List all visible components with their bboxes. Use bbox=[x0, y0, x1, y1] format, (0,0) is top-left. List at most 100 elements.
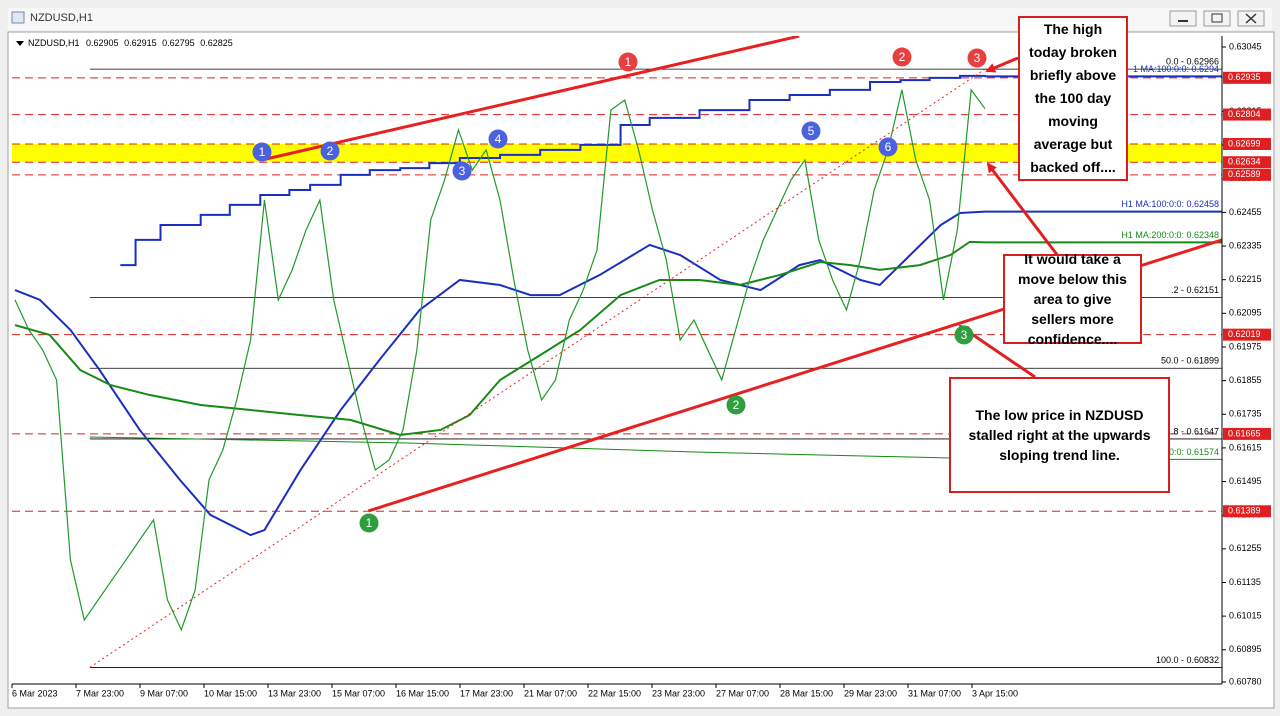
price-level-label: 0.62935 bbox=[1228, 72, 1261, 82]
y-tick-label: 0.62335 bbox=[1229, 240, 1262, 250]
price-level-label: 0.62804 bbox=[1228, 109, 1261, 119]
x-tick-label: 7 Mar 23:00 bbox=[76, 688, 124, 698]
x-tick-label: 10 Mar 15:00 bbox=[204, 688, 257, 698]
price-level-tag bbox=[1223, 71, 1271, 84]
y-tick-label: 0.61495 bbox=[1229, 476, 1262, 486]
window-icon bbox=[11, 11, 25, 24]
y-tick-label: 0.61015 bbox=[1229, 610, 1262, 620]
wave-marker bbox=[967, 48, 987, 68]
fib-label: .2 - 0.62151 bbox=[1171, 285, 1219, 295]
indicator-label: 0:0: 0.61574 bbox=[1169, 447, 1219, 457]
wave-marker-label: 2 bbox=[733, 398, 740, 412]
symbol-info: NZDUSD,H1 0.62905 0.62915 0.62795 0.6282… bbox=[28, 38, 233, 48]
x-tick-label: 21 Mar 07:00 bbox=[524, 688, 577, 698]
callout-arrow bbox=[986, 162, 1060, 257]
price-level-tag bbox=[1223, 427, 1271, 440]
axes: 0.60780 0.60895 0.61015 0.61135 0.61255 0.613… bbox=[11, 41, 1271, 698]
price-level-tag bbox=[1223, 328, 1271, 341]
x-tick-label: 9 Mar 07:00 bbox=[140, 688, 188, 698]
wave-marker-label: 2 bbox=[899, 50, 906, 64]
title-bar bbox=[8, 8, 1272, 30]
x-tick-label: 17 Mar 23:00 bbox=[460, 688, 513, 698]
wave-marker bbox=[801, 121, 821, 141]
symbol-name: NZDUSD,H1 bbox=[28, 38, 80, 48]
price-level-label: 0.62634 bbox=[1228, 157, 1261, 167]
wave-marker-label: 1 bbox=[366, 516, 373, 530]
price-level-label: 0.62699 bbox=[1228, 138, 1261, 148]
x-tick-label: 13 Mar 23:00 bbox=[268, 688, 321, 698]
y-tick-label: 0.61975 bbox=[1229, 341, 1262, 351]
y-tick-label: 0.62215 bbox=[1229, 274, 1262, 284]
price-level-tag bbox=[1223, 138, 1271, 151]
wave-marker bbox=[488, 129, 508, 149]
callout: The high today broken briefly above the … bbox=[1018, 16, 1128, 181]
x-tick-label: 15 Mar 07:00 bbox=[332, 688, 385, 698]
trend-line bbox=[261, 36, 800, 162]
y-tick-label: 0.61735 bbox=[1229, 409, 1262, 419]
y-tick-label: 0.60895 bbox=[1229, 644, 1262, 654]
price-level-label: 0.62019 bbox=[1228, 329, 1261, 339]
indicator-label: H1 MA:200:0:0: 0.62348 bbox=[1121, 230, 1219, 240]
x-tick-label: 6 Mar 2023 bbox=[12, 688, 58, 698]
callout: The low price in NZDUSD stalled right at… bbox=[949, 377, 1170, 493]
x-tick-label: 23 Mar 23:00 bbox=[652, 688, 705, 698]
minimize-button[interactable] bbox=[1169, 10, 1197, 27]
indicator-label: 1 MA:100:0:0: 0.6294 bbox=[1133, 64, 1219, 74]
price-line bbox=[14, 88, 986, 632]
wave-marker bbox=[726, 395, 746, 415]
y-tick-label: 0.62095 bbox=[1229, 308, 1262, 318]
wave-marker-label: 1 bbox=[259, 145, 266, 159]
wave-marker bbox=[359, 513, 379, 533]
moving-average bbox=[120, 74, 987, 267]
wave-marker bbox=[320, 141, 340, 161]
y-tick-label: 0.61855 bbox=[1229, 375, 1262, 385]
y-tick-label: 0.60780 bbox=[1229, 676, 1262, 686]
price-level-tag bbox=[1223, 108, 1271, 121]
wave-marker bbox=[452, 161, 472, 181]
wave-marker-label: 5 bbox=[808, 124, 815, 138]
y-tick-label: 0.61255 bbox=[1229, 543, 1262, 553]
high-price: 0.62915 bbox=[124, 38, 157, 48]
moving-average bbox=[14, 240, 986, 437]
wave-marker-label: 1 bbox=[625, 55, 632, 69]
price-level-tag bbox=[1223, 168, 1271, 181]
callout: It would take a move below this area to … bbox=[1003, 251, 1142, 347]
fib-label: 50.0 - 0.61899 bbox=[1161, 356, 1219, 366]
wave-marker-label: 3 bbox=[961, 328, 968, 342]
symbol-menu-arrow[interactable] bbox=[16, 41, 24, 46]
wave-marker-label: 6 bbox=[885, 140, 892, 154]
x-tick-label: 3 Apr 15:00 bbox=[972, 688, 1018, 698]
close-icon bbox=[1245, 13, 1257, 24]
y-tick-label: 0.62455 bbox=[1229, 207, 1262, 217]
x-tick-label: 29 Mar 23:00 bbox=[844, 688, 897, 698]
window-buttons[interactable] bbox=[1169, 10, 1265, 27]
x-tick-label: 16 Mar 15:00 bbox=[396, 688, 449, 698]
moving-average bbox=[89, 436, 951, 459]
y-tick-label: 0.61135 bbox=[1229, 577, 1261, 587]
window-title: NZDUSD,H1 bbox=[30, 12, 93, 24]
wave-marker bbox=[892, 47, 912, 67]
wave-marker-label: 3 bbox=[459, 164, 466, 178]
price-level-label: 0.62589 bbox=[1228, 169, 1261, 179]
maximize-button[interactable] bbox=[1203, 10, 1231, 27]
indicator-label: H1 MA:100:0:0: 0.62458 bbox=[1121, 199, 1219, 209]
price-level-tag bbox=[1223, 505, 1271, 518]
price-level-label: 0.61665 bbox=[1228, 428, 1261, 438]
fib-label: 0.0 - 0.62966 bbox=[1166, 57, 1219, 67]
wave-marker bbox=[252, 142, 272, 162]
low-price: 0.62795 bbox=[162, 38, 195, 48]
wave-marker-label: 2 bbox=[327, 144, 334, 158]
x-tick-label: 28 Mar 15:00 bbox=[780, 688, 833, 698]
price-level-tag bbox=[1223, 156, 1271, 169]
wave-marker bbox=[618, 52, 638, 72]
open-price: 0.62905 bbox=[86, 38, 119, 48]
fib-label: 100.0 - 0.60832 bbox=[1156, 655, 1219, 665]
wave-marker-label: 3 bbox=[974, 51, 981, 65]
callout-arrow bbox=[985, 56, 1019, 73]
y-tick-label: 0.63045 bbox=[1229, 41, 1262, 51]
x-tick-label: 22 Mar 15:00 bbox=[588, 688, 641, 698]
x-tick-label: 31 Mar 07:00 bbox=[908, 688, 961, 698]
wave-marker-label: 4 bbox=[495, 132, 502, 146]
wave-marker bbox=[954, 325, 974, 345]
